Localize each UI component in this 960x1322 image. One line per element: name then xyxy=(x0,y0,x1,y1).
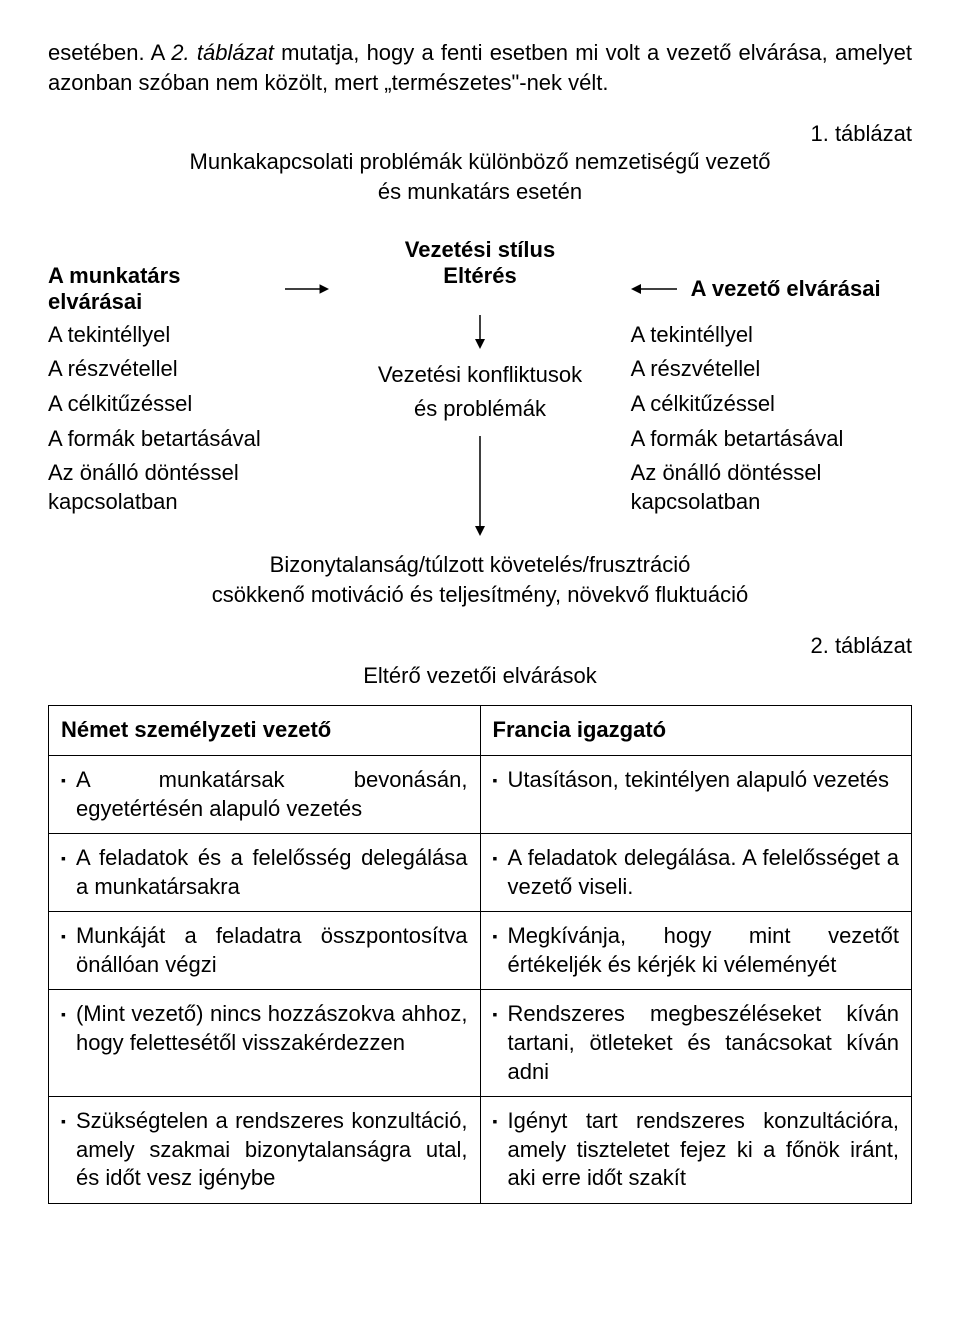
table-cell-left: ▪Szükségtelen a rendszeres konzultáció, … xyxy=(49,1097,481,1204)
table2-area: 2. táblázat Eltérő vezetői elvárások Ném… xyxy=(48,633,912,1204)
bullet-icon: ▪ xyxy=(493,922,498,979)
table-cell-right: ▪Igényt tart rendszeres konzultációra, a… xyxy=(480,1097,912,1204)
bullet-icon: ▪ xyxy=(493,1107,498,1193)
cell-text: A feladatok és a felelősség delegálása a… xyxy=(76,844,468,901)
center-mid-line1: Vezetési konfliktusok xyxy=(378,361,582,390)
cell-text: Megkívánja, hogy mint vezetőt értékeljék… xyxy=(507,922,899,979)
cell-text: Rendszeres megbeszéléseket kíván tartani… xyxy=(507,1000,899,1086)
bullet-icon: ▪ xyxy=(493,844,498,901)
right-item-1: A részvétellel xyxy=(631,355,912,384)
center-mid-line2: és problémák xyxy=(378,395,582,424)
left-item-4: Az önálló döntéssel kapcsolatban xyxy=(48,459,329,516)
table-cell-left: ▪(Mint vezető) nincs hozzászokva ahhoz, … xyxy=(49,990,481,1097)
intro-italic: 2. táblázat xyxy=(171,40,274,65)
arrow-left-icon xyxy=(631,282,677,296)
arrow-down-long-icon xyxy=(473,436,487,536)
table1-title-line1: Munkakapcsolati problémák különböző nemz… xyxy=(48,147,912,177)
arrow-right-icon xyxy=(285,282,329,296)
table-cell-right: ▪ Utasításon, tekintélyen alapuló vezetés xyxy=(480,755,912,833)
table1-header: 1. táblázat Munkakapcsolati problémák kü… xyxy=(48,121,912,206)
table-row: ▪Munkáját a feladatra összpontosítva öná… xyxy=(49,912,912,990)
cell-text: A feladatok delegálása. A felelősséget a… xyxy=(507,844,899,901)
intro-paragraph: esetében. A 2. táblázat mutatja, hogy a … xyxy=(48,38,912,97)
cell-text: Szükségtelen a rendszeres konzultáció, a… xyxy=(76,1107,468,1193)
cell-text: A munkatársak bevonásán, egyetértésén al… xyxy=(76,766,468,823)
bullet-icon: ▪ xyxy=(61,766,66,823)
left-item-3: A formák betartásával xyxy=(48,425,329,454)
diagram-right-header: A vezető elvárásai xyxy=(691,276,881,302)
table-row: ▪A feladatok és a felelősség delegálása … xyxy=(49,834,912,912)
cell-text: (Mint vezető) nincs hozzászokva ahhoz, h… xyxy=(76,1000,468,1057)
bullet-icon: ▪ xyxy=(61,1107,66,1193)
compare-table: Német személyzeti vezető Francia igazgat… xyxy=(48,705,912,1204)
table-row: ▪(Mint vezető) nincs hozzászokva ahhoz, … xyxy=(49,990,912,1097)
bullet-icon: ▪ xyxy=(61,1000,66,1057)
table-row: ▪A munkatársak bevonásán, egyetértésén a… xyxy=(49,755,912,833)
diagram-center1: Eltérés xyxy=(339,263,620,315)
bullet-icon: ▪ xyxy=(61,844,66,901)
right-item-4: Az önálló döntéssel kapcsolatban xyxy=(631,459,912,516)
left-item-1: A részvétellel xyxy=(48,355,329,384)
table-cell-right: ▪A feladatok delegálása. A felelősséget … xyxy=(480,834,912,912)
compare-col-left: Német személyzeti vezető xyxy=(49,706,481,756)
left-item-0: A tekintéllyel xyxy=(48,321,329,350)
table-cell-left: ▪A feladatok és a felelősség delegálása … xyxy=(49,834,481,912)
right-item-3: A formák betartásával xyxy=(631,425,912,454)
diagram-right-col: A tekintéllyel A részvétellel A célkitűz… xyxy=(631,315,912,536)
table2-label: 2. táblázat xyxy=(48,633,912,659)
bullet-icon: ▪ xyxy=(493,1000,498,1086)
diagram-center-heading: Vezetési stílus xyxy=(339,237,620,263)
table-cell-left: ▪A munkatársak bevonásán, egyetértésén a… xyxy=(49,755,481,833)
cell-text: Munkáját a feladatra összpontosítva önál… xyxy=(76,922,468,979)
diagram-summary: Bizonytalanság/túlzott követelés/frusztr… xyxy=(48,550,912,609)
arrow-down-short-icon xyxy=(473,315,487,349)
summary-line1: Bizonytalanság/túlzott követelés/frusztr… xyxy=(48,550,912,580)
diagram-center-col: Vezetési konfliktusok és problémák xyxy=(339,315,620,536)
bullet-icon: ▪ xyxy=(493,766,498,795)
cell-text: Utasításon, tekintélyen alapuló vezetés xyxy=(507,766,899,795)
left-item-2: A célkitűzéssel xyxy=(48,390,329,419)
table1-title-line2: és munkatárs esetén xyxy=(48,177,912,207)
page: esetében. A 2. táblázat mutatja, hogy a … xyxy=(0,0,960,1244)
diagram-left-col: A tekintéllyel A részvétellel A célkitűz… xyxy=(48,315,329,536)
cell-text: Igényt tart rendszeres konzultációra, am… xyxy=(507,1107,899,1193)
table-cell-right: ▪Rendszeres megbeszéléseket kíván tartan… xyxy=(480,990,912,1097)
summary-line2: csökkenő motiváció és teljesítmény, növe… xyxy=(48,580,912,610)
intro-pre: esetében. A xyxy=(48,40,171,65)
table2-title: Eltérő vezetői elvárások xyxy=(48,663,912,689)
right-item-0: A tekintéllyel xyxy=(631,321,912,350)
table-cell-right: ▪Megkívánja, hogy mint vezetőt értékeljé… xyxy=(480,912,912,990)
table1-label: 1. táblázat xyxy=(48,121,912,147)
table-cell-left: ▪Munkáját a feladatra összpontosítva öná… xyxy=(49,912,481,990)
diagram: Vezetési stílus A munkatárs elvárásai El… xyxy=(48,237,912,536)
diagram-left-header: A munkatárs elvárásai xyxy=(48,263,271,315)
right-item-2: A célkitűzéssel xyxy=(631,390,912,419)
table-row: ▪Szükségtelen a rendszeres konzultáció, … xyxy=(49,1097,912,1204)
compare-col-right: Francia igazgató xyxy=(480,706,912,756)
bullet-icon: ▪ xyxy=(61,922,66,979)
